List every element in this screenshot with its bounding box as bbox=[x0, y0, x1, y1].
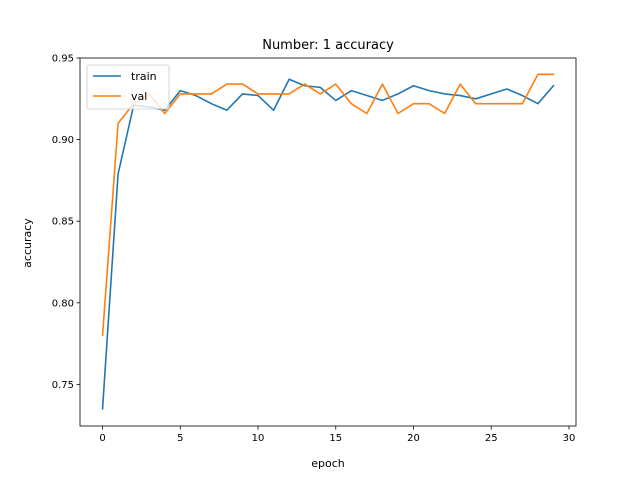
legend-box bbox=[86, 64, 170, 110]
legend: train val bbox=[86, 64, 170, 110]
legend-label-val: val bbox=[131, 90, 147, 103]
chart-title: Number: 1 accuracy bbox=[262, 38, 394, 53]
x-tick-label: 30 bbox=[563, 433, 576, 444]
y-tick-label: 0.85 bbox=[52, 217, 74, 228]
x-axis-label: epoch bbox=[311, 457, 345, 470]
x-tick-label: 0 bbox=[99, 433, 105, 444]
series-line-train bbox=[101, 78, 555, 410]
x-tick-label: 10 bbox=[252, 433, 265, 444]
x-tick-label: 20 bbox=[407, 433, 420, 444]
axes-frame bbox=[79, 57, 577, 427]
legend-label-train: train bbox=[131, 70, 157, 83]
x-tick-label: 15 bbox=[329, 433, 342, 444]
x-tick-label: 25 bbox=[485, 433, 498, 444]
y-axis-label: accuracy bbox=[21, 218, 34, 268]
series-line-val bbox=[101, 73, 555, 337]
y-tick-label: 0.95 bbox=[52, 54, 74, 65]
y-tick-label: 0.80 bbox=[52, 298, 74, 309]
y-tick-label: 0.90 bbox=[52, 135, 74, 146]
x-tick-label: 5 bbox=[177, 433, 183, 444]
y-tick-label: 0.75 bbox=[52, 380, 74, 391]
plot-area: 0 5 10 15 20 25 30 0.75 0.80 0.85 0.90 0.95 bbox=[52, 54, 577, 444]
